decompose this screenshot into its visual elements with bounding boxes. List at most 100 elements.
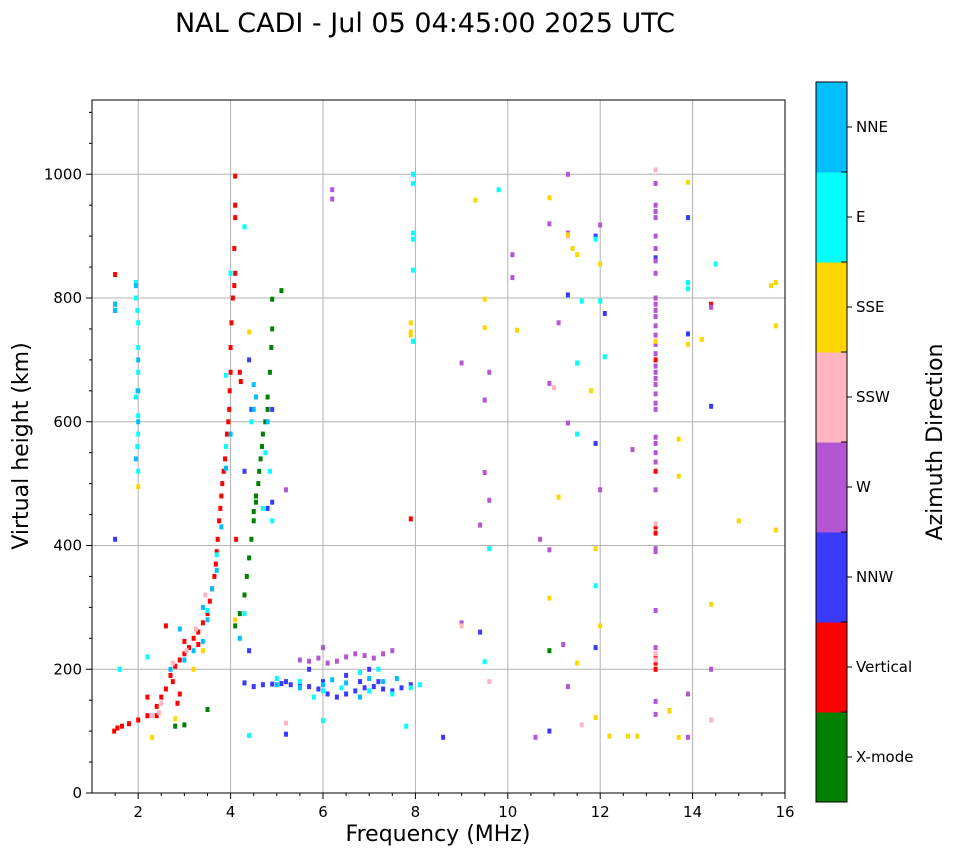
echo-point [270, 681, 275, 687]
echo-point [233, 202, 238, 208]
y-axis-ticks: 0 200 400 600 800 1000 [44, 111, 92, 802]
echo-point [676, 436, 681, 442]
echo-point [339, 685, 344, 691]
echo-point [205, 608, 210, 613]
echo-point [482, 659, 487, 665]
echo-point [117, 666, 122, 672]
echo-point [242, 680, 247, 686]
echo-point [653, 546, 658, 552]
echo-point [270, 326, 275, 332]
x-tick-label: 12 [591, 803, 610, 821]
echo-point [321, 679, 325, 685]
chart-title: NAL CADI - Jul 05 04:45:00 2025 UTC [175, 8, 675, 39]
echo-point [565, 420, 570, 426]
echo-point [653, 270, 658, 276]
echo-point [274, 676, 279, 681]
echo-point [598, 298, 603, 304]
echo-point [709, 403, 714, 409]
echo-point [653, 608, 658, 613]
echo-point [120, 723, 124, 729]
echo-point [136, 345, 141, 350]
echo-point [191, 648, 196, 654]
echo-point [200, 604, 205, 610]
echo-point [653, 208, 658, 214]
echo-point [589, 388, 593, 394]
echo-point [381, 686, 386, 692]
echo-point [362, 653, 367, 659]
series-vertical [112, 173, 714, 734]
echo-point [279, 681, 284, 686]
echo-point [163, 686, 168, 692]
echo-point [182, 638, 187, 644]
echo-point [653, 332, 658, 338]
echo-point [228, 369, 233, 375]
y-tick-label: 0 [72, 784, 82, 802]
echo-point [552, 385, 556, 391]
echo-point [154, 713, 159, 719]
echo-point [556, 320, 561, 326]
echo-point [653, 295, 658, 301]
echo-point [227, 388, 232, 394]
echo-point [325, 691, 330, 697]
echo-point [127, 721, 131, 727]
echo-point [667, 708, 672, 714]
echo-point [676, 734, 681, 740]
echo-point [653, 167, 658, 173]
echo-point [686, 179, 690, 185]
echo-point [547, 728, 552, 734]
echo-point [221, 468, 226, 474]
echo-point [686, 280, 690, 285]
echo-point [219, 524, 224, 530]
echo-point [212, 573, 217, 579]
echo-point [709, 601, 714, 607]
echo-point [533, 734, 538, 740]
echo-point [113, 536, 118, 542]
echo-point [653, 666, 658, 672]
echo-point [284, 720, 288, 726]
echo-point [175, 700, 180, 706]
echo-point [203, 592, 208, 598]
echo-point [593, 440, 598, 446]
colorbar-frame [815, 81, 848, 803]
y-tick-label: 200 [53, 660, 82, 678]
echo-point [408, 320, 413, 326]
echo-point [408, 329, 413, 335]
echo-point [205, 707, 210, 712]
echo-point [112, 728, 117, 734]
echo-point [390, 688, 395, 694]
echo-point [602, 354, 607, 360]
echo-point [411, 171, 416, 177]
series-x-mode [173, 288, 672, 729]
echo-point [487, 369, 492, 375]
echo-point [191, 666, 196, 672]
echo-point [265, 394, 270, 400]
echo-point [773, 323, 778, 329]
colorbar-label: X-mode [856, 748, 913, 766]
echo-point [367, 688, 372, 694]
echo-point [487, 497, 492, 503]
echo-point [579, 722, 584, 728]
echo-point [653, 459, 658, 465]
echo-point [334, 658, 339, 664]
echo-point [191, 635, 196, 641]
echo-point [270, 296, 275, 302]
echo-point [136, 431, 141, 437]
echo-point [200, 620, 205, 626]
echo-point [653, 651, 658, 657]
echo-point [200, 638, 205, 644]
colorbar-swatch-w [816, 442, 847, 533]
echo-point [210, 586, 215, 592]
echo-point [353, 688, 358, 694]
echo-point [598, 487, 603, 493]
echo-point [411, 338, 416, 344]
y-tick-label: 1000 [44, 165, 82, 183]
echo-point [279, 288, 284, 294]
echo-point [607, 733, 612, 739]
echo-point [218, 505, 223, 511]
echo-point [478, 629, 483, 635]
echo-point [399, 685, 404, 691]
echo-point [251, 518, 256, 524]
colorbar-label: E [856, 208, 865, 226]
echo-point [133, 280, 138, 285]
